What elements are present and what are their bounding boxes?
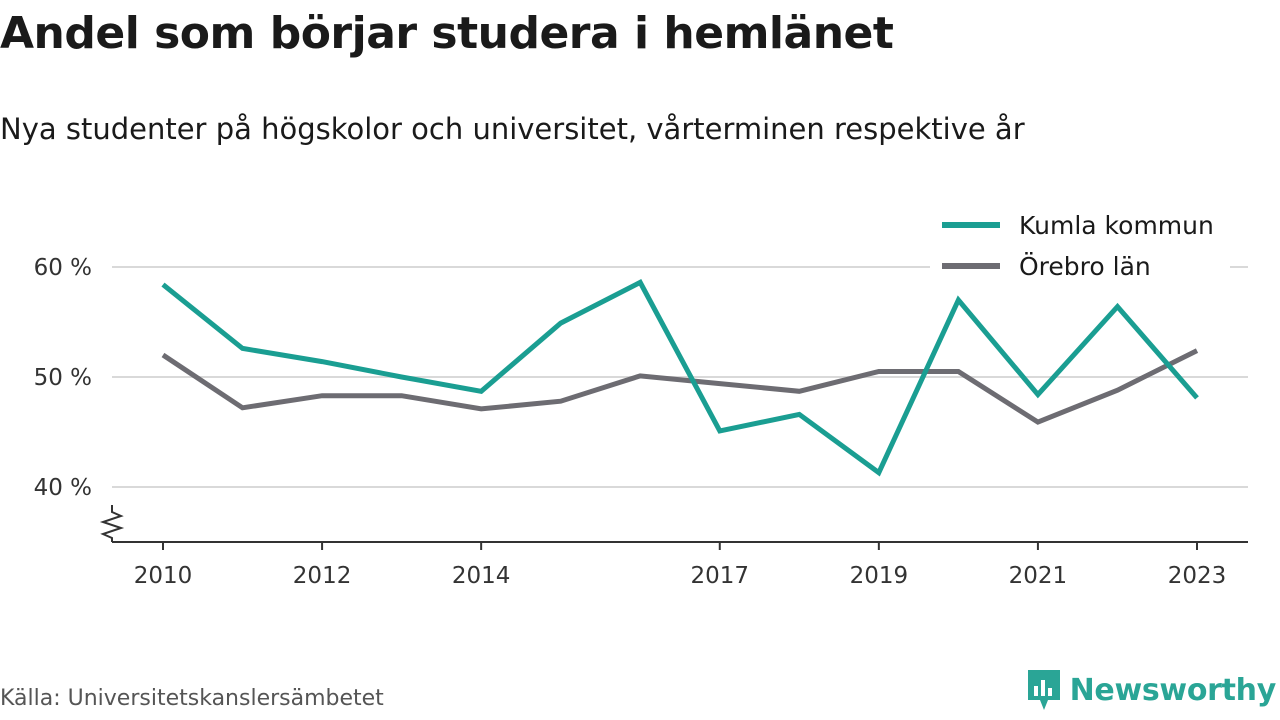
x-tick-label: 2017: [690, 563, 749, 589]
series-lines: [161, 279, 1199, 477]
x-tick-label: 2023: [1168, 563, 1227, 589]
legend-background: [930, 207, 1230, 291]
x-tick-label: 2012: [293, 563, 352, 589]
newsworthy-logo-icon: [1027, 670, 1060, 710]
line-chart: 60 % 50 % 40 % 2010 2012 2014 2017 2019 2021 202…: [33, 207, 1248, 589]
y-axis-ticks: 60 % 50 % 40 %: [34, 255, 92, 501]
x-axis-ticks: 2010 2012 2014 2017 2019 2021 2023: [134, 542, 1227, 589]
axis-break-icon: [99, 505, 125, 542]
series-line: [161, 348, 1199, 425]
x-axis: [99, 505, 1248, 543]
brand-logo: Newsworthy: [1026, 668, 1276, 712]
chart-title: Andel som börjar studera i hemlänet: [0, 8, 894, 59]
x-tick-label: 2010: [134, 563, 193, 589]
legend-label: Kumla kommun: [1019, 211, 1214, 240]
y-tick-label: 40 %: [34, 475, 92, 501]
legend-label: Örebro län: [1019, 252, 1151, 281]
series-line: [161, 279, 1199, 477]
source-note: Källa: Universitetskanslersämbetet: [0, 686, 384, 711]
brand-name: Newsworthy: [1069, 672, 1277, 708]
grid-lines: [112, 266, 1248, 488]
legend: Kumla kommun Örebro län: [930, 207, 1230, 291]
chart-subtitle: Nya studenter på högskolor och universit…: [0, 112, 1025, 146]
y-tick-label: 50 %: [34, 365, 92, 391]
y-tick-label: 60 %: [34, 255, 92, 281]
x-tick-label: 2019: [850, 563, 909, 589]
x-tick-label: 2014: [452, 563, 511, 589]
x-tick-label: 2021: [1009, 563, 1068, 589]
